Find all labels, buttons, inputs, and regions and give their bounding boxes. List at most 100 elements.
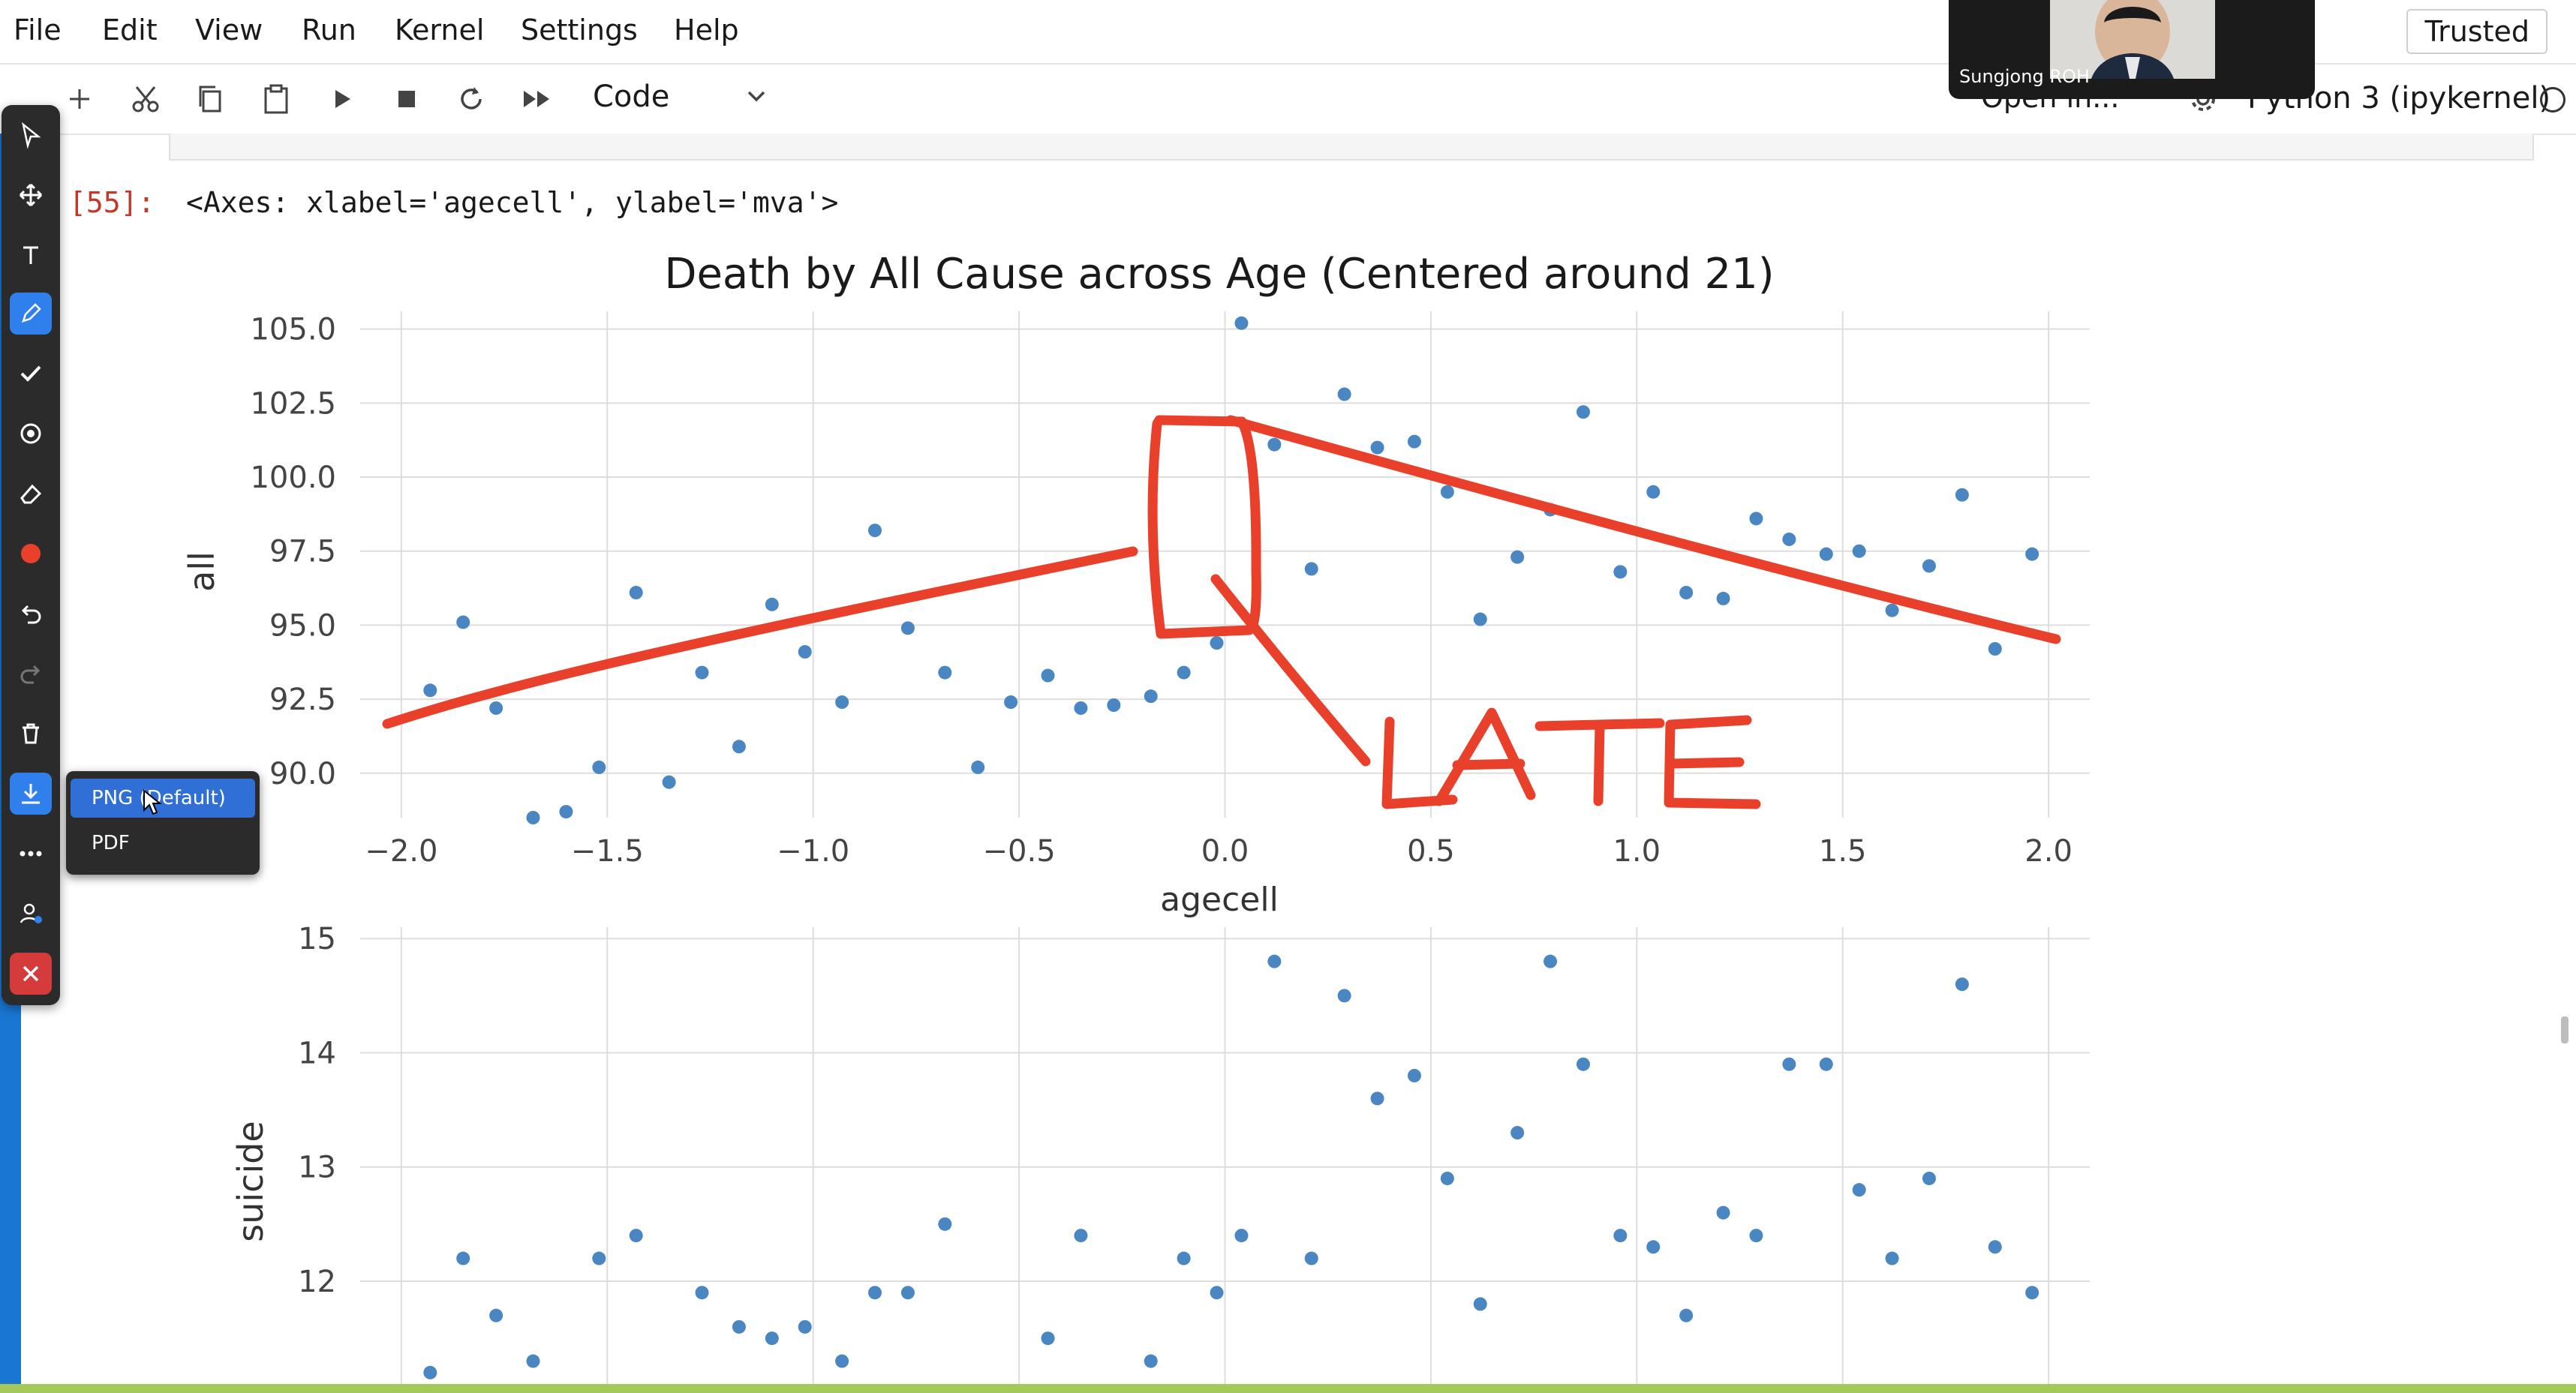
eraser-tool-icon[interactable] [10, 473, 52, 515]
menu-view[interactable]: View [195, 14, 263, 47]
data-point [526, 1354, 540, 1368]
run-all-icon[interactable] [519, 81, 555, 117]
close-icon[interactable] [10, 953, 52, 995]
annotation-letter-l [1381, 716, 1458, 809]
data-point [1107, 698, 1121, 712]
run-icon[interactable] [324, 81, 360, 117]
export-format-menu: PNG (Default) PDF [66, 771, 260, 875]
trash-icon[interactable] [10, 713, 52, 755]
more-icon[interactable] [10, 833, 52, 875]
text-tool-icon[interactable] [10, 234, 52, 276]
y-tick-label: 14 [298, 1036, 336, 1070]
data-point [1922, 1171, 1936, 1185]
pen-tool-icon[interactable] [10, 293, 52, 335]
data-point [1988, 642, 2002, 656]
y-tick-label: 15 [298, 922, 336, 956]
data-point [1749, 1229, 1763, 1243]
y-axis-label-all: all [182, 551, 222, 592]
spotlight-tool-icon[interactable] [10, 413, 52, 455]
data-point [489, 701, 503, 715]
y-tick-label: 90.0 [269, 757, 336, 791]
trusted-indicator[interactable]: Trusted [2406, 9, 2547, 54]
color-picker-icon[interactable] [10, 533, 52, 575]
undo-icon[interactable] [10, 593, 52, 635]
data-point [1613, 565, 1628, 579]
data-point [1370, 440, 1384, 455]
data-point [1679, 586, 1694, 599]
menu-file[interactable]: File [14, 14, 62, 47]
data-point [1510, 550, 1525, 564]
y-tick-label: 92.5 [269, 683, 336, 717]
data-point [629, 1229, 643, 1243]
restart-icon[interactable] [453, 81, 489, 117]
stop-icon[interactable] [389, 81, 425, 117]
status-strip [0, 1384, 2576, 1393]
x-tick-label: −2.0 [365, 834, 437, 869]
data-point [1267, 437, 1282, 452]
data-point [900, 1286, 915, 1300]
annotation-pointer [1210, 574, 1371, 767]
data-point [1234, 1229, 1249, 1243]
scrollbar-thumb[interactable] [2561, 1016, 2568, 1043]
data-point [1576, 1057, 1590, 1071]
pen-annotation [382, 415, 2061, 809]
annotation-letter-e [1664, 715, 1761, 809]
data-point [1852, 1183, 1866, 1197]
data-point [1576, 405, 1590, 419]
data-point [456, 1251, 470, 1265]
data-point [1440, 1171, 1454, 1185]
cell-type-select[interactable]: Code [593, 80, 670, 114]
data-point [1646, 1240, 1661, 1254]
x-tick-label: 0.5 [1407, 834, 1455, 869]
data-point [1370, 1091, 1384, 1106]
y-tick-label: 97.5 [269, 535, 336, 569]
participant-video [2050, 0, 2215, 79]
download-icon[interactable] [10, 773, 52, 815]
data-point [2025, 547, 2039, 561]
participant-name: Sungjong ROH [1959, 66, 2090, 87]
menu-settings[interactable]: Settings [521, 14, 638, 47]
data-point [798, 644, 812, 659]
export-pdf-option[interactable]: PDF [92, 832, 130, 854]
export-png-option[interactable]: PNG (Default) [71, 779, 255, 818]
menu-kernel[interactable]: Kernel [395, 14, 485, 47]
annotation-letter-a [1434, 707, 1536, 806]
check-tool-icon[interactable] [10, 353, 52, 395]
pointer-tool-icon[interactable] [10, 114, 52, 156]
data-point [938, 665, 952, 680]
previous-cell-tail[interactable] [169, 134, 2534, 161]
data-point [1234, 316, 1249, 330]
menu-edit[interactable]: Edit [102, 14, 158, 47]
redo-icon[interactable] [10, 653, 52, 695]
add-cell-icon[interactable] [62, 81, 98, 117]
data-point [835, 1354, 849, 1368]
data-point [1074, 701, 1088, 715]
paste-icon[interactable] [258, 81, 294, 117]
data-point [2025, 1286, 2039, 1300]
data-point [1922, 559, 1936, 573]
user-settings-icon[interactable] [10, 893, 52, 935]
copy-icon[interactable] [192, 81, 228, 117]
data-point [732, 1319, 746, 1334]
cut-icon[interactable] [128, 81, 164, 117]
data-point [662, 775, 676, 789]
data-point [900, 621, 915, 635]
data-point [1955, 488, 1969, 502]
data-point [1210, 1286, 1224, 1300]
data-point [1885, 1251, 1899, 1265]
data-point [1716, 591, 1730, 605]
data-point [1716, 1205, 1730, 1220]
annotation-right-trend-line [1225, 415, 2061, 644]
data-point [1473, 1297, 1487, 1311]
y-tick-label: 100.0 [250, 461, 336, 495]
menu-run[interactable]: Run [302, 14, 356, 47]
menu-help[interactable]: Help [674, 14, 739, 47]
x-tick-label: −0.5 [983, 834, 1056, 869]
data-point [1004, 695, 1018, 710]
data-point [732, 740, 746, 754]
annotation-left-trend-line [382, 546, 1138, 729]
chevron-down-icon[interactable] [741, 81, 771, 114]
chart-title: Death by All Cause across Age (Centered … [664, 250, 1774, 299]
data-point [1852, 544, 1866, 558]
move-tool-icon[interactable] [10, 174, 52, 216]
